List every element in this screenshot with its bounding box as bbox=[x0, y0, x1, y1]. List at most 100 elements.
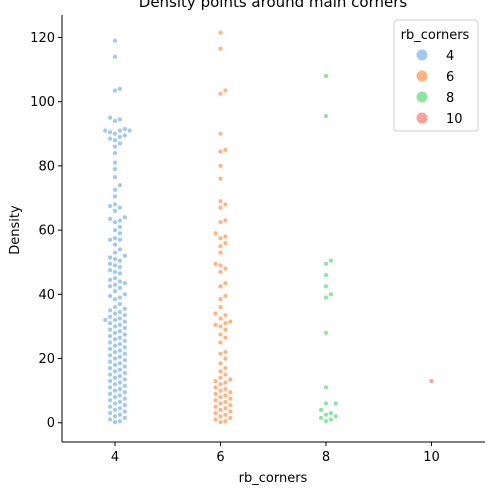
data-point bbox=[112, 304, 118, 310]
legend-label: 6 bbox=[446, 70, 454, 85]
data-point bbox=[217, 296, 223, 302]
data-point bbox=[112, 381, 118, 387]
x-axis-label: rb_corners bbox=[239, 471, 308, 486]
data-point bbox=[217, 381, 223, 387]
x-tick-label: 6 bbox=[216, 450, 224, 465]
data-point bbox=[112, 256, 118, 262]
data-point bbox=[117, 285, 123, 291]
data-point bbox=[127, 128, 133, 134]
data-point bbox=[217, 331, 223, 337]
data-point bbox=[328, 291, 334, 297]
data-point bbox=[112, 282, 118, 288]
data-point bbox=[318, 415, 324, 421]
data-point bbox=[217, 163, 223, 169]
data-point bbox=[112, 54, 118, 60]
data-point bbox=[323, 73, 329, 79]
data-point bbox=[107, 372, 113, 378]
data-point bbox=[107, 397, 113, 403]
data-point bbox=[112, 330, 118, 336]
data-point bbox=[112, 388, 118, 394]
data-point bbox=[222, 320, 228, 326]
data-point bbox=[102, 317, 108, 323]
data-point bbox=[323, 418, 329, 424]
y-ticks: 0 20 40 60 80 100 120 bbox=[30, 31, 62, 431]
data-point bbox=[122, 253, 128, 259]
data-point bbox=[112, 296, 118, 302]
data-point bbox=[102, 128, 108, 134]
data-point bbox=[217, 148, 223, 154]
data-point bbox=[222, 372, 228, 378]
data-point bbox=[117, 360, 123, 366]
data-point bbox=[112, 343, 118, 349]
data-point bbox=[323, 272, 329, 278]
data-point bbox=[217, 30, 223, 36]
data-point bbox=[117, 348, 123, 354]
data-point bbox=[112, 368, 118, 374]
data-point bbox=[217, 304, 223, 310]
data-point bbox=[107, 384, 113, 390]
data-point bbox=[122, 312, 128, 318]
data-point bbox=[227, 409, 233, 415]
legend-frame bbox=[393, 19, 479, 132]
data-point bbox=[122, 344, 128, 350]
data-point bbox=[222, 280, 228, 286]
data-point bbox=[122, 280, 128, 286]
data-point bbox=[112, 137, 118, 143]
data-point bbox=[213, 391, 219, 397]
data-point bbox=[217, 400, 223, 406]
data-point bbox=[222, 293, 228, 299]
data-point bbox=[122, 402, 128, 408]
data-point bbox=[107, 320, 113, 326]
data-point bbox=[112, 87, 118, 93]
data-point bbox=[222, 392, 228, 398]
data-point bbox=[107, 307, 113, 313]
data-point bbox=[227, 389, 233, 395]
data-point bbox=[323, 330, 329, 336]
data-point bbox=[213, 397, 219, 403]
data-point bbox=[323, 412, 329, 418]
legend-marker bbox=[416, 112, 428, 124]
data-point bbox=[107, 293, 113, 299]
data-point bbox=[217, 176, 223, 182]
data-point bbox=[117, 182, 123, 188]
data-point bbox=[217, 198, 223, 204]
data-point bbox=[117, 295, 123, 301]
data-point bbox=[107, 203, 113, 209]
data-point bbox=[222, 147, 228, 153]
data-point bbox=[222, 335, 228, 341]
data-point bbox=[117, 230, 123, 236]
data-point bbox=[117, 264, 123, 270]
data-point bbox=[122, 389, 128, 395]
data-point bbox=[122, 306, 128, 312]
data-point bbox=[112, 356, 118, 362]
legend-items: 4 6 8 10 bbox=[416, 49, 463, 127]
data-point bbox=[217, 269, 223, 275]
data-point bbox=[117, 335, 123, 341]
data-point bbox=[217, 419, 223, 425]
data-point bbox=[112, 269, 118, 275]
y-tick-label: 60 bbox=[38, 224, 55, 239]
data-point bbox=[117, 315, 123, 321]
data-point bbox=[222, 240, 228, 246]
data-point bbox=[117, 418, 123, 424]
data-point bbox=[222, 327, 228, 333]
data-point bbox=[117, 405, 123, 411]
data-point bbox=[217, 360, 223, 366]
data-point bbox=[112, 349, 118, 355]
data-point bbox=[227, 319, 233, 325]
data-point bbox=[107, 136, 113, 142]
data-point bbox=[213, 384, 219, 390]
data-point bbox=[117, 367, 123, 373]
data-point bbox=[107, 339, 113, 345]
data-point bbox=[122, 376, 128, 382]
data-point bbox=[112, 336, 118, 342]
data-point bbox=[217, 91, 223, 97]
data-point bbox=[117, 128, 123, 134]
data-point bbox=[222, 365, 228, 371]
y-tick-label: 80 bbox=[38, 159, 55, 174]
data-point bbox=[222, 234, 228, 240]
legend-marker bbox=[416, 91, 428, 103]
data-point bbox=[217, 407, 223, 413]
data-point bbox=[112, 250, 118, 256]
